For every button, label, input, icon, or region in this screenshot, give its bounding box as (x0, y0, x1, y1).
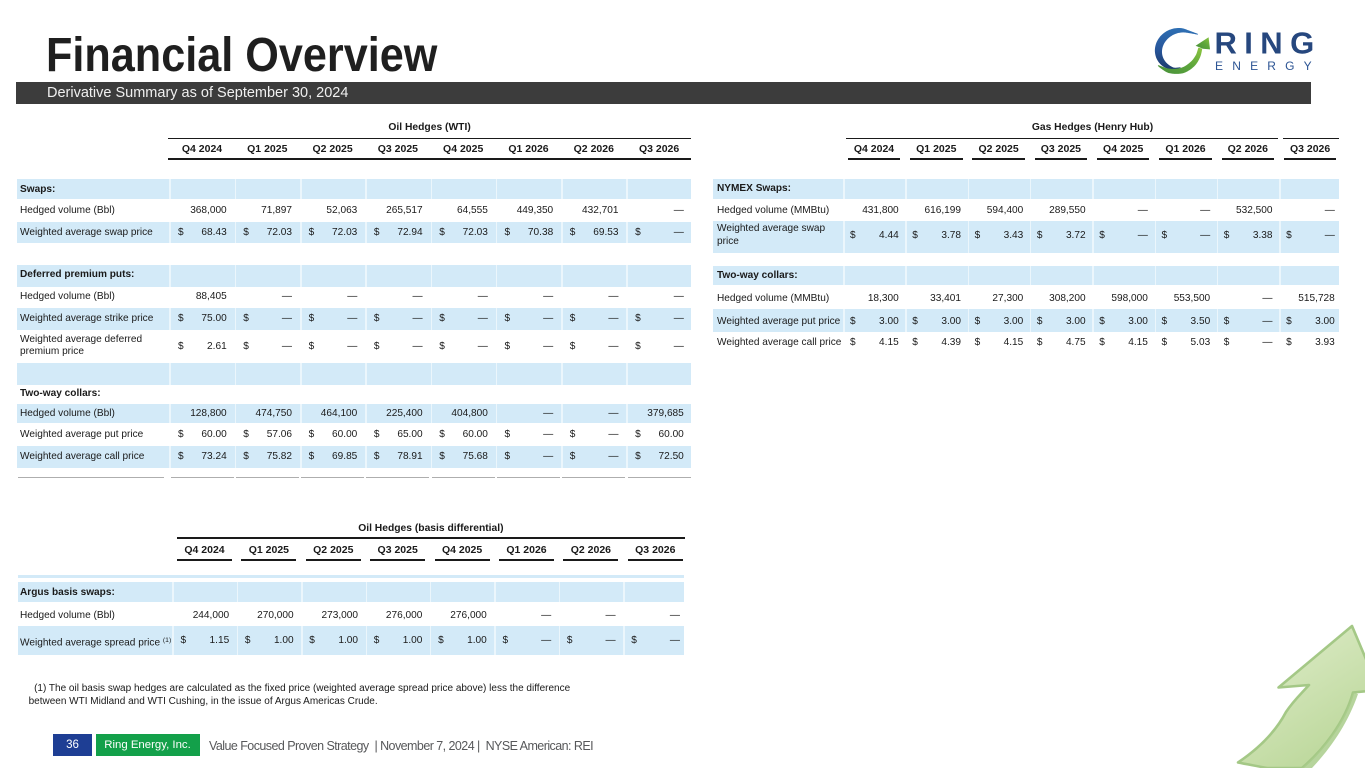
svg-text:RING: RING (1215, 25, 1322, 60)
svg-text:ENERGY: ENERGY (1215, 59, 1321, 73)
